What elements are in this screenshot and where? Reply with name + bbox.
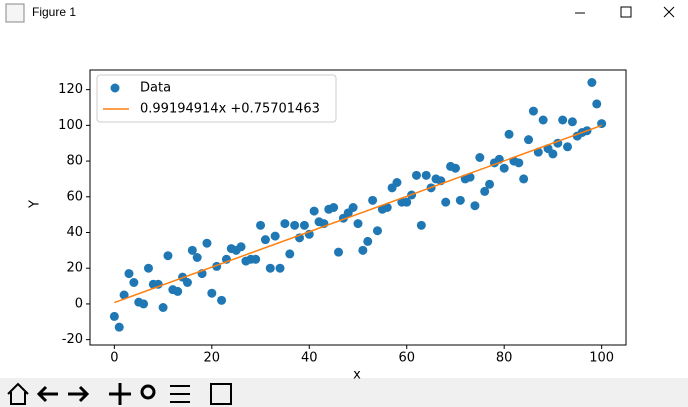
- x-tick-label: 100: [589, 351, 614, 366]
- y-tick-label: 20: [66, 261, 83, 276]
- data-point: [265, 263, 275, 273]
- data-point: [163, 251, 173, 261]
- data-point: [538, 115, 548, 125]
- data-point: [358, 245, 368, 255]
- data-point: [485, 179, 495, 189]
- x-axis-label: x: [353, 368, 361, 383]
- title-bar: [0, 0, 688, 26]
- data-point: [124, 269, 134, 279]
- x-tick-label: 60: [398, 351, 415, 366]
- x-tick-label: 0: [110, 351, 118, 366]
- data-point: [236, 242, 246, 252]
- data-point: [202, 238, 212, 248]
- data-point: [251, 254, 261, 264]
- forward-button[interactable]: [68, 385, 90, 403]
- data-point: [504, 129, 514, 139]
- data-point: [139, 299, 149, 309]
- data-point: [290, 220, 300, 230]
- data-point: [114, 322, 124, 332]
- y-axis-label: Y: [28, 200, 43, 209]
- data-point: [392, 178, 402, 187]
- maximize-button[interactable]: [620, 6, 632, 18]
- data-point: [129, 278, 139, 287]
- data-point: [587, 78, 597, 87]
- data-point: [372, 226, 382, 236]
- data-point: [173, 286, 183, 296]
- x-tick-label: 20: [204, 351, 221, 366]
- back-button[interactable]: [36, 385, 58, 403]
- data-point: [309, 206, 319, 216]
- data-point: [592, 99, 602, 109]
- data-point: [470, 201, 480, 211]
- data-point: [499, 163, 509, 173]
- data-point: [275, 263, 285, 273]
- data-point: [524, 135, 534, 145]
- y-tick-label: 60: [66, 189, 83, 204]
- y-tick-label: 100: [58, 118, 83, 133]
- zoom-button[interactable]: [140, 384, 156, 400]
- data-point: [280, 219, 290, 229]
- data-point: [334, 247, 344, 257]
- data-point: [480, 186, 490, 196]
- toolbar: [0, 378, 688, 407]
- x-tick-label: 80: [496, 351, 513, 366]
- fit-line: [114, 124, 602, 304]
- data-point: [563, 142, 573, 152]
- data-point: [109, 311, 119, 321]
- legend-label: Data: [140, 81, 171, 96]
- data-point: [475, 153, 485, 162]
- y-tick-label: 120: [58, 82, 83, 97]
- data-point: [382, 203, 392, 212]
- legend-box: [96, 74, 337, 123]
- y-tick-label: -20: [62, 332, 83, 347]
- data-point: [270, 231, 280, 241]
- data-point: [353, 219, 363, 229]
- y-tick-label: 80: [66, 154, 83, 169]
- data-point: [528, 106, 538, 116]
- data-point: [567, 117, 577, 127]
- data-point: [363, 236, 373, 246]
- data-point: [514, 158, 524, 168]
- home-button[interactable]: [7, 382, 29, 405]
- data-point: [119, 290, 129, 300]
- data-point: [260, 235, 270, 245]
- data-point: [329, 203, 339, 212]
- legend-marker: [110, 83, 120, 93]
- data-point: [548, 149, 558, 159]
- pan-button[interactable]: [109, 383, 131, 405]
- data-point: [256, 220, 266, 230]
- data-point: [558, 115, 568, 125]
- data-point: [158, 303, 168, 312]
- legend-label: 0.99194914x +0.75701463: [140, 102, 320, 117]
- data-point: [450, 163, 460, 173]
- data-point: [299, 220, 309, 230]
- save-button[interactable]: [210, 383, 232, 405]
- x-tick-label: 40: [301, 351, 318, 366]
- data-point: [411, 170, 421, 180]
- data-point: [187, 245, 197, 255]
- configure-button[interactable]: [170, 385, 190, 403]
- data-point: [368, 195, 378, 205]
- y-tick-label: 40: [66, 225, 83, 240]
- data-point: [402, 197, 412, 207]
- y-tick-label: 0: [75, 296, 83, 311]
- data-point: [143, 263, 153, 273]
- data-point: [182, 278, 192, 287]
- data-point: [416, 220, 426, 230]
- data-point: [217, 295, 227, 305]
- data-point: [285, 249, 295, 259]
- data-point: [519, 174, 529, 184]
- data-point: [441, 197, 451, 207]
- data-point: [192, 253, 202, 262]
- data-point: [465, 172, 475, 182]
- data-point: [421, 170, 431, 180]
- window-title: Figure 1: [32, 5, 76, 19]
- data-point: [348, 203, 358, 212]
- data-point: [455, 195, 465, 205]
- close-button[interactable]: [663, 6, 675, 18]
- app-icon: [5, 3, 25, 23]
- data-point: [207, 288, 217, 298]
